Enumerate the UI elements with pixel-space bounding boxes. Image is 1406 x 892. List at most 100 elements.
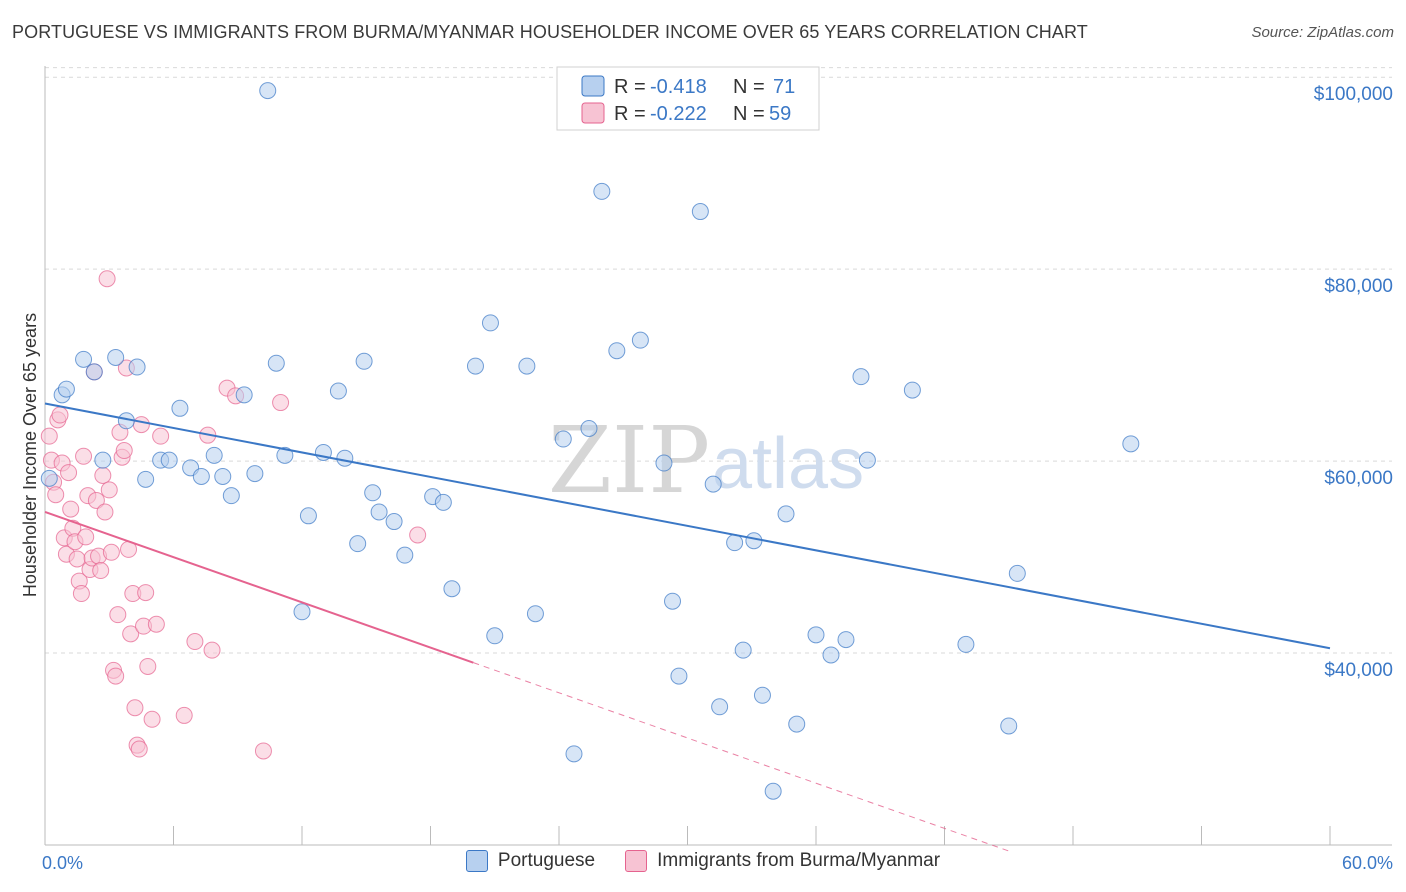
point-burma <box>143 710 161 728</box>
point-portuguese <box>267 354 285 372</box>
point-burma <box>254 742 272 760</box>
point-portuguese <box>704 475 722 493</box>
point-portuguese <box>364 484 382 502</box>
point-portuguese <box>691 203 709 221</box>
point-portuguese <box>434 493 452 511</box>
point-burma <box>96 503 114 521</box>
point-burma <box>102 543 120 561</box>
trend-line-burma <box>44 511 474 664</box>
watermark-zip: ZIP <box>548 407 710 514</box>
point-burma <box>94 466 112 484</box>
point-burma <box>100 481 118 499</box>
legend-swatch-portuguese-bottom <box>465 850 488 872</box>
legend-r-value-1: -0.418 <box>650 76 707 98</box>
point-burma <box>109 606 127 624</box>
point-portuguese <box>664 592 682 610</box>
point-portuguese <box>276 446 294 464</box>
x-tick-label-min: 0.0% <box>42 853 83 873</box>
point-portuguese <box>57 380 75 398</box>
point-burma <box>87 491 105 509</box>
point-portuguese <box>777 505 795 523</box>
point-portuguese <box>293 603 311 621</box>
trend-line-burma-extension <box>473 662 1009 852</box>
point-portuguese <box>85 363 103 381</box>
watermark-atlas: atlas <box>712 424 864 504</box>
point-portuguese <box>94 451 112 469</box>
point-burma <box>152 427 170 445</box>
legend-n-value-1: 71 <box>773 76 795 98</box>
point-burma <box>77 528 95 546</box>
point-portuguese <box>726 534 744 552</box>
point-portuguese <box>443 580 461 598</box>
point-burma <box>72 585 90 603</box>
legend-r-label-1: R = <box>614 76 646 98</box>
point-burma <box>40 427 58 445</box>
point-burma <box>126 699 144 717</box>
point-portuguese <box>214 467 232 485</box>
y-tick-label: $60,000 <box>1324 468 1393 489</box>
point-burma <box>409 526 427 544</box>
y-tick-label: $100,000 <box>1314 84 1393 105</box>
point-portuguese <box>655 454 673 472</box>
legend-r-value-2: -0.222 <box>650 103 707 125</box>
point-portuguese <box>486 627 504 645</box>
point-portuguese <box>852 368 870 386</box>
point-burma <box>203 641 221 659</box>
point-portuguese <box>753 686 771 704</box>
point-portuguese <box>137 470 155 488</box>
point-portuguese <box>734 641 752 659</box>
point-portuguese <box>807 626 825 644</box>
point-burma <box>122 625 140 643</box>
gridlines <box>45 67 1392 654</box>
point-portuguese <box>235 386 253 404</box>
y-tick-labels: $40,000 $60,000 $80,000 $100,000 <box>1314 84 1393 681</box>
point-burma <box>132 416 150 434</box>
point-portuguese <box>1008 564 1026 582</box>
y-axis-label: Householder Income Over 65 years <box>20 313 40 597</box>
legend-label-burma: Immigrants from Burma/Myanmar <box>657 850 941 871</box>
point-portuguese <box>466 357 484 375</box>
point-burma <box>175 706 193 724</box>
legend-swatch-portuguese <box>581 75 605 97</box>
point-portuguese <box>788 715 806 733</box>
point-burma <box>98 270 116 288</box>
point-portuguese <box>554 430 572 448</box>
chart-title: PORTUGUESE VS IMMIGRANTS FROM BURMA/MYAN… <box>12 22 1088 42</box>
point-burma <box>75 447 93 465</box>
point-burma <box>137 584 155 602</box>
point-portuguese <box>565 745 583 763</box>
point-portuguese <box>526 605 544 623</box>
point-portuguese <box>518 357 536 375</box>
legend-swatch-burma <box>581 102 605 124</box>
point-burma <box>62 500 80 518</box>
point-burma <box>115 442 133 460</box>
series-legend: Portuguese Immigrants from Burma/Myanmar <box>0 850 1406 872</box>
point-burma <box>147 615 165 633</box>
point-portuguese <box>246 465 264 483</box>
point-portuguese <box>957 635 975 653</box>
x-tick-labels: 0.0% 60.0% <box>42 853 1393 873</box>
y-tick-label: $40,000 <box>1324 660 1393 681</box>
point-portuguese <box>837 631 855 649</box>
legend-item-burma: Immigrants from Burma/Myanmar <box>625 850 940 872</box>
point-portuguese <box>670 667 688 685</box>
trend-line-portuguese <box>44 402 1331 650</box>
chart-source: Source: ZipAtlas.com <box>1251 24 1394 41</box>
y-tick-label: $80,000 <box>1324 276 1393 297</box>
point-portuguese <box>75 350 93 368</box>
point-burma <box>272 394 290 412</box>
data-points <box>40 82 1140 800</box>
point-portuguese <box>192 467 210 485</box>
point-portuguese <box>370 503 388 521</box>
legend-item-portuguese: Portuguese <box>465 850 595 872</box>
point-portuguese <box>764 782 782 800</box>
point-burma <box>60 464 78 482</box>
point-burma <box>130 740 148 758</box>
point-portuguese <box>40 469 58 487</box>
x-tick-label-max: 60.0% <box>1342 853 1393 873</box>
point-burma <box>186 633 204 651</box>
point-portuguese <box>329 382 347 400</box>
point-portuguese <box>580 419 598 437</box>
point-portuguese <box>631 331 649 349</box>
